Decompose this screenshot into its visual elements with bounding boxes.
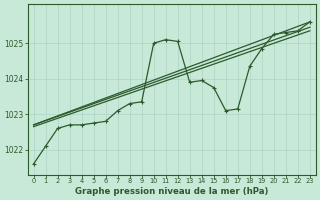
X-axis label: Graphe pression niveau de la mer (hPa): Graphe pression niveau de la mer (hPa) [75,187,268,196]
